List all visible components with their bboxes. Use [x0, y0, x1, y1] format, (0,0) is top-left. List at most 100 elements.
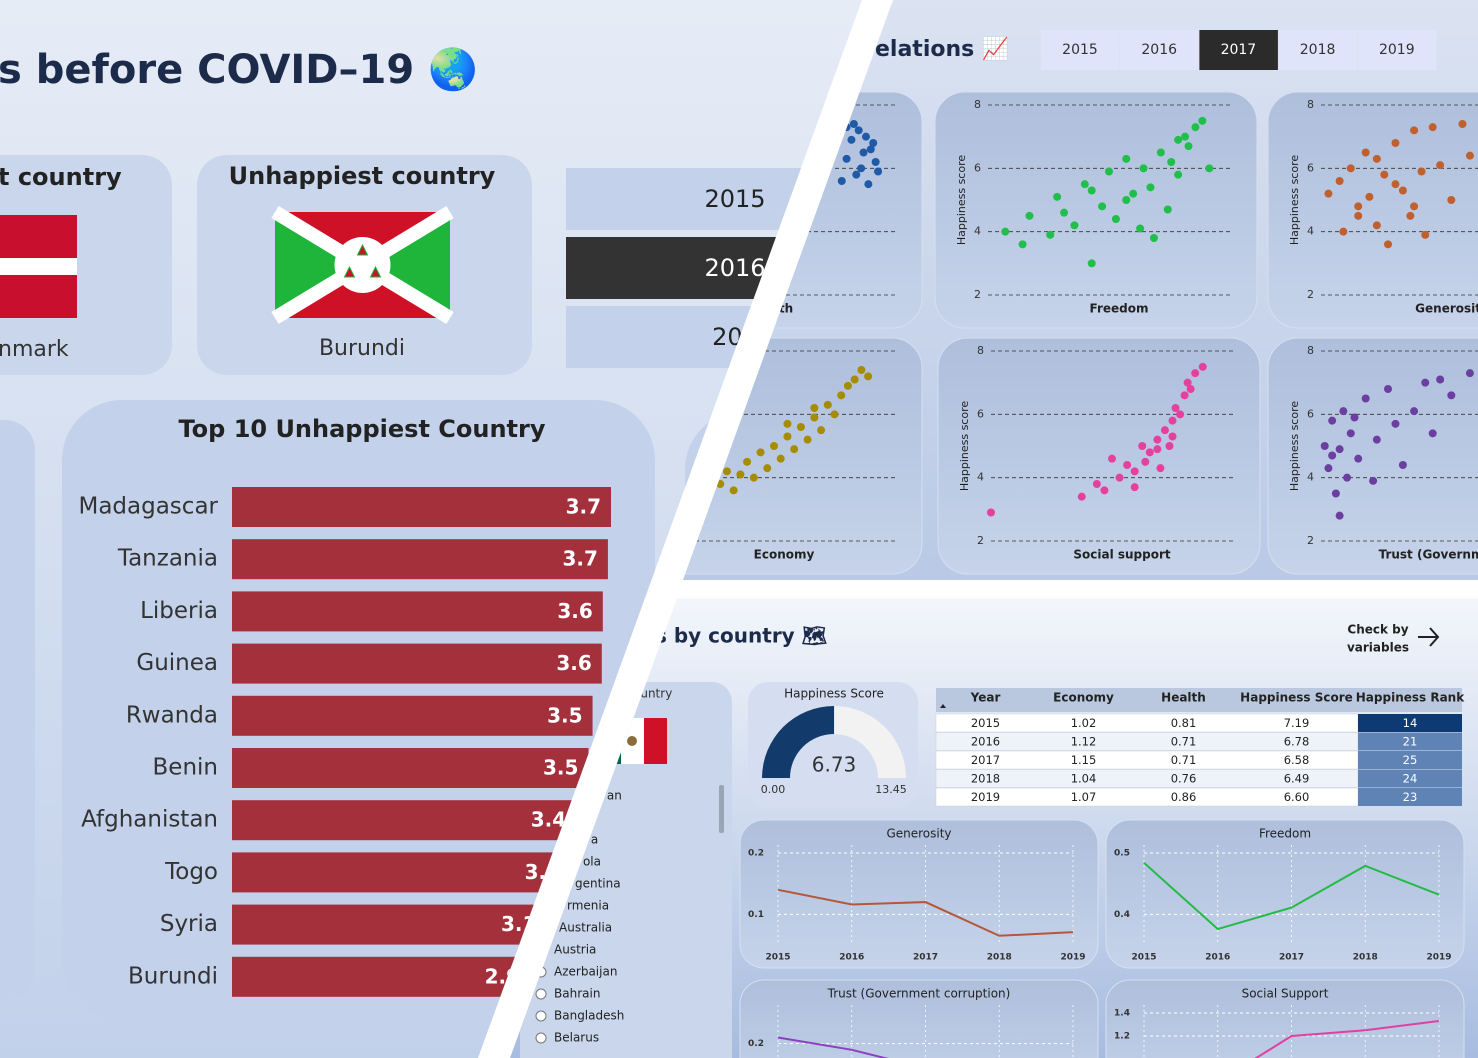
radio-button[interactable] [535, 944, 547, 956]
year-button-label[interactable]: 2017 [1221, 42, 1257, 58]
value-label: 3.5 [543, 756, 578, 780]
scatter-point [1130, 483, 1139, 492]
value-label: 3.7 [566, 495, 601, 519]
flag-star [369, 265, 382, 278]
scatter-point [1100, 486, 1109, 495]
value-label: 3.6 [557, 599, 592, 623]
table-header-cell: Health [1161, 691, 1206, 705]
table-cell: 6.60 [1284, 790, 1310, 804]
country-option[interactable]: Azerbaijan [554, 965, 617, 979]
table-header [936, 688, 1462, 712]
link-text[interactable]: Check by [1347, 623, 1408, 637]
bar [232, 591, 603, 632]
scatter-point [1186, 385, 1195, 393]
chart-card [1267, 91, 1478, 329]
country-option[interactable]: an [607, 789, 622, 803]
scatter-point [810, 413, 819, 422]
scatter-point [1122, 154, 1131, 163]
scatter-point [1139, 164, 1148, 173]
scatter-point [1421, 230, 1430, 239]
table-cell: 0.86 [1171, 790, 1197, 804]
radio-button[interactable] [535, 966, 547, 978]
radio-button[interactable] [535, 1010, 547, 1022]
year-button[interactable] [566, 237, 826, 299]
y-tick-label: 2 [1307, 288, 1314, 301]
radio-button[interactable] [535, 922, 547, 934]
country-option[interactable]: Bangladesh [554, 1009, 624, 1023]
country-option[interactable]: Australia [559, 921, 612, 935]
scrollbar [719, 785, 724, 833]
scatter-point [716, 480, 725, 488]
card-name: nmark [0, 337, 69, 362]
scatter-point [1372, 221, 1381, 230]
year-button-label[interactable]: 2018 [1300, 42, 1336, 58]
year-button[interactable] [566, 168, 826, 230]
year-button-label[interactable]: 2015 [1062, 42, 1098, 58]
scatter-point [1398, 186, 1407, 195]
value-label: 3.3 [525, 860, 560, 884]
year-button-label[interactable]: 2015 [704, 185, 765, 213]
scatter-point [1149, 234, 1158, 242]
scatter-point [1465, 369, 1474, 378]
table-cell: 2018 [971, 772, 1000, 786]
scatter-point [1171, 404, 1180, 412]
table-cell: 14 [1403, 716, 1418, 730]
radio-button[interactable] [535, 1032, 547, 1044]
link-arrow[interactable] [1418, 627, 1440, 647]
year-button[interactable] [1120, 30, 1199, 70]
country-option[interactable]: ola [583, 855, 601, 869]
year-button[interactable] [1278, 30, 1358, 70]
scatter-point [847, 135, 856, 144]
country-option[interactable]: Bahrain [554, 987, 600, 1001]
table-cell: 2015 [971, 716, 1000, 730]
x-tick-label: 2016 [839, 953, 864, 963]
card-name: Burundi [319, 336, 405, 361]
scatter-point [1421, 378, 1430, 387]
year-button[interactable] [1357, 30, 1437, 70]
y-tick-label: 0.2 [748, 849, 764, 859]
rank-cell [1358, 769, 1462, 788]
table-cell: 21 [1403, 735, 1418, 749]
flag-stripe [0, 258, 77, 275]
slicer-header: ountry [633, 687, 672, 701]
scatter-point [1080, 180, 1089, 189]
link-text[interactable]: variables [1347, 641, 1409, 655]
category-label: Tanzania [117, 546, 218, 572]
scatter-point [1053, 192, 1062, 201]
scatter-point [849, 120, 858, 128]
x-tick-label: 2018 [987, 953, 1012, 963]
country-option[interactable]: Belarus [554, 1031, 599, 1045]
scatter-point [1428, 123, 1437, 132]
x-axis-label: Economy [754, 548, 815, 562]
scatter-point [1465, 151, 1474, 160]
year-button[interactable] [1199, 30, 1278, 70]
year-button-label[interactable]: 2019 [1379, 42, 1415, 58]
scatter-point [1428, 429, 1437, 438]
table-header-cell: Happiness Rank [1356, 691, 1465, 705]
year-button-label[interactable]: 2016 [704, 254, 765, 282]
scatter-point [1138, 442, 1147, 450]
gauge-value [762, 706, 835, 778]
gauge-value-label: 6.73 [812, 753, 857, 777]
year-button-label[interactable]: 201 [712, 323, 758, 351]
card-label: t country [0, 163, 122, 191]
y-tick-label: 4 [1307, 225, 1314, 238]
value-label: 3.6 [556, 651, 591, 675]
scatter-point [1354, 211, 1363, 220]
country-option[interactable]: gentina [575, 877, 621, 891]
year-button[interactable] [1041, 30, 1120, 70]
year-button-label[interactable]: 2016 [1141, 42, 1177, 58]
scatter-point [790, 445, 799, 454]
scatter-point [1447, 196, 1456, 204]
flag-part [644, 718, 667, 764]
country-option[interactable]: Austria [554, 943, 596, 957]
chart-title: Happiness Score [784, 687, 884, 701]
scatter-point [1372, 435, 1381, 444]
country-option[interactable]: rmenia [567, 899, 609, 913]
x-axis-label: Generosity [1415, 302, 1478, 316]
radio-button[interactable] [535, 988, 547, 1000]
scatter-point [783, 419, 792, 428]
country-option[interactable]: a [591, 833, 598, 847]
y-tick-label: 6 [1307, 161, 1314, 174]
radio-button[interactable] [535, 900, 547, 912]
